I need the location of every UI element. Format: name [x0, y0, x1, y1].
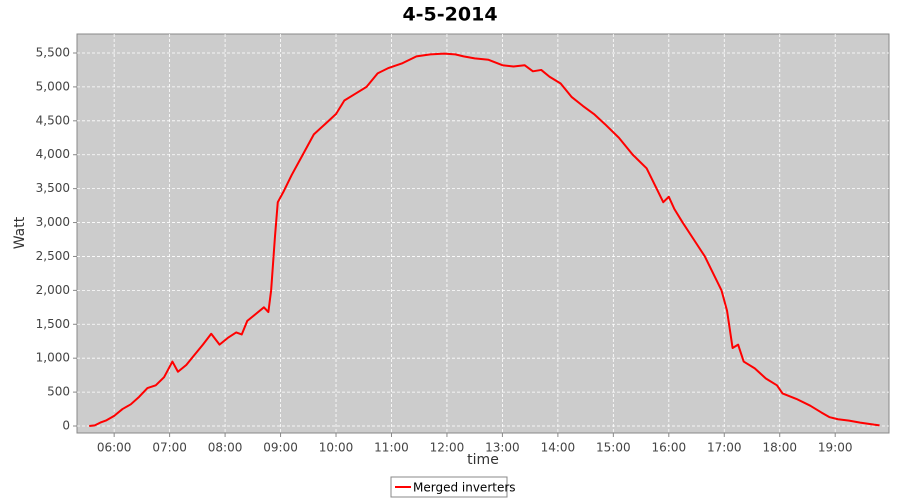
x-tick-label: 08:00	[208, 441, 243, 455]
y-tick-label: 3,000	[36, 215, 70, 229]
y-tick-label: 5,500	[36, 45, 70, 59]
y-tick-label: 500	[47, 385, 70, 399]
x-tick-label: 11:00	[374, 441, 409, 455]
x-tick-label: 17:00	[707, 441, 742, 455]
x-tick-label: 19:00	[818, 441, 853, 455]
x-tick-label: 14:00	[541, 441, 576, 455]
y-tick-label: 3,500	[36, 181, 70, 195]
y-tick-label: 0	[62, 419, 70, 433]
y-tick-label: 2,500	[36, 249, 70, 263]
legend-label: Merged inverters	[413, 481, 516, 495]
y-tick-label: 5,000	[36, 79, 70, 93]
x-tick-label: 07:00	[152, 441, 187, 455]
x-tick-label: 09:00	[263, 441, 298, 455]
x-tick-label: 15:00	[596, 441, 631, 455]
x-tick-label: 18:00	[762, 441, 797, 455]
x-tick-label: 10:00	[319, 441, 354, 455]
y-tick-label: 1,500	[36, 317, 70, 331]
y-tick-label: 4,000	[36, 147, 70, 161]
line	[89, 52, 880, 428]
x-tick-label: 13:00	[485, 441, 520, 455]
x-tick-label: 12:00	[430, 441, 465, 455]
chart-title: 4-5-2014	[402, 4, 497, 26]
x-tick-label: 06:00	[97, 441, 132, 455]
y-axis-label: Watt	[12, 216, 28, 249]
plot-area	[76, 33, 890, 434]
y-tick-label: 4,500	[36, 113, 70, 127]
y-tick-label: 1,000	[36, 351, 70, 365]
y-tick-label: 2,000	[36, 283, 70, 297]
legend	[390, 476, 508, 498]
x-axis-label: time	[467, 452, 499, 468]
x-tick-label: 16:00	[652, 441, 687, 455]
